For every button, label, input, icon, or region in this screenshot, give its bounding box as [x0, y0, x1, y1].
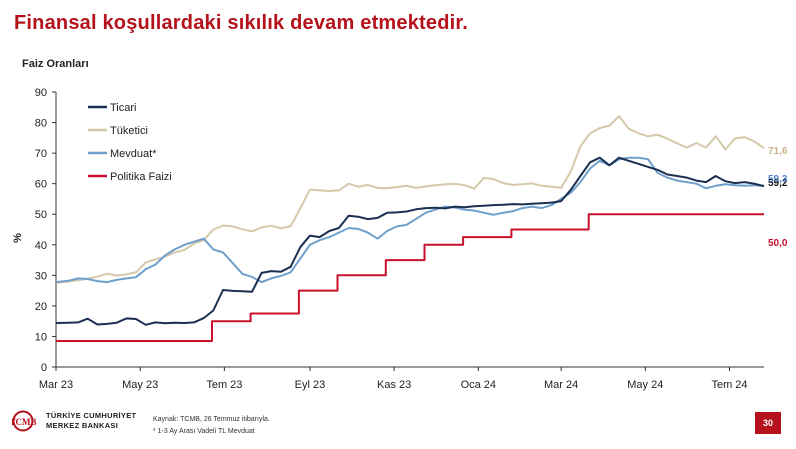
y-tick-label: 10	[35, 331, 47, 343]
x-tick-label: May 24	[627, 379, 663, 391]
deposit-footnote: * 1-3 Ay Arası Vadeli TL Mevduat	[153, 428, 255, 435]
chart-legend: Ticari Tüketici Mevduat* Politika Faizi	[88, 102, 172, 183]
footer-notes: Kaynak: TCMB, 26 Temmuz itibarıyla. * 1-…	[153, 414, 270, 438]
tcmb-emblem-icon: TCMB	[12, 410, 37, 432]
legend-label: Tüketici	[110, 125, 148, 137]
legend-label: Ticari	[110, 102, 136, 114]
x-tick-label: Tem 23	[206, 379, 242, 391]
end-value-label: 59,2	[768, 178, 788, 189]
tcmb-logo: TCMB TÜRKİYE CUMHURİYET MERKEZ BANKASI	[12, 408, 136, 434]
legend-label: Politika Faizi	[110, 171, 172, 183]
source-note: Kaynak: TCMB, 26 Temmuz itibarıyla.	[153, 416, 270, 423]
x-tick-label: Tem 24	[711, 379, 747, 391]
y-tick-label: 90	[35, 87, 47, 99]
page-number: 30	[755, 412, 781, 434]
line-chart: 0 10 20 30 40 50 60 70 80 90% Mar 23 May 23 Tem 23 Ey…	[12, 87, 788, 391]
y-tick-label: 70	[35, 148, 47, 160]
y-tick-label: 20	[35, 301, 47, 313]
logo-line-2: MERKEZ BANKASI	[46, 421, 119, 430]
series-line-ticari	[55, 156, 765, 326]
series-line-politika-faizi	[56, 213, 764, 342]
series-line-mevduat	[55, 156, 765, 284]
x-tick-label: Mar 23	[39, 379, 73, 391]
chart-end-labels: 59,2 71,6 59,3 50,0	[768, 146, 788, 249]
end-value-label: 71,6	[768, 146, 788, 157]
end-value-label: 59,3	[768, 174, 788, 185]
logo-line-1: TÜRKİYE CUMHURİYET	[46, 411, 137, 420]
y-tick-label: 50	[35, 209, 47, 221]
end-value-label: 50,0	[768, 238, 788, 249]
logo-mark-text: TCMB	[12, 417, 37, 427]
y-tick-label: 0	[41, 362, 47, 374]
slide-title: Finansal koşullardaki sıkılık devam etme…	[14, 12, 469, 34]
series-line-tüketici	[55, 115, 765, 284]
y-axis-label: %	[12, 233, 24, 243]
x-tick-label: Oca 24	[461, 379, 496, 391]
y-tick-label: 60	[35, 179, 47, 191]
x-tick-label: Kas 23	[377, 379, 411, 391]
chart-title: Faiz Oranları	[22, 58, 89, 70]
x-tick-label: Mar 24	[544, 379, 578, 391]
y-tick-label: 40	[35, 240, 47, 252]
x-tick-label: Eyl 23	[295, 379, 326, 391]
y-tick-label: 80	[35, 118, 47, 130]
x-tick-label: May 23	[122, 379, 158, 391]
y-tick-label: 30	[35, 270, 47, 282]
chart-axes: 0 10 20 30 40 50 60 70 80 90% Mar 23 May 23 Tem 23 Ey…	[12, 87, 764, 391]
chart-series-lines	[55, 115, 765, 342]
legend-label: Mevduat*	[110, 148, 157, 160]
